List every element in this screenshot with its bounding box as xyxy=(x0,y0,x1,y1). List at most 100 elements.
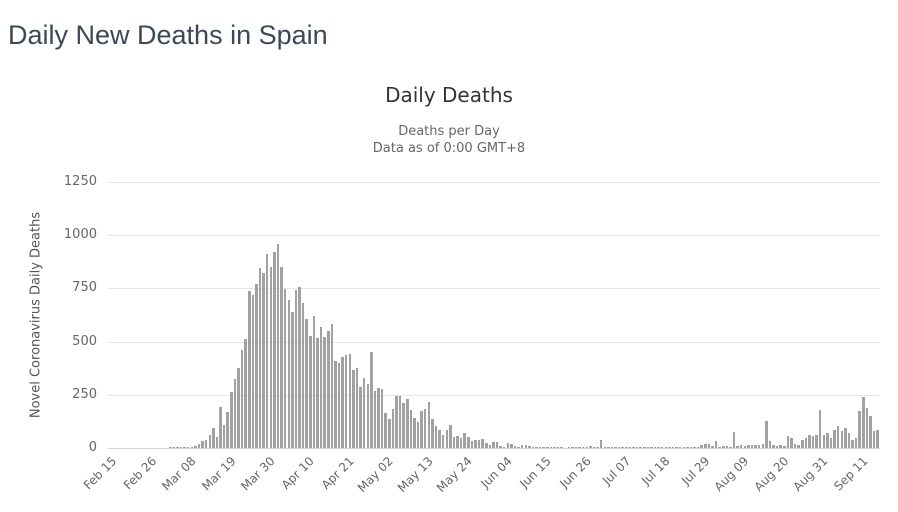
bar-day-204[interactable] xyxy=(840,431,843,448)
bar-day-47[interactable] xyxy=(276,243,280,448)
bar-day-43[interactable] xyxy=(262,273,265,448)
bar-day-188[interactable] xyxy=(783,445,786,448)
bar-day-172[interactable] xyxy=(725,445,729,448)
bar-day-179[interactable] xyxy=(750,444,754,448)
bar-day-150[interactable] xyxy=(646,447,650,448)
bar-day-99[interactable] xyxy=(463,433,466,448)
bar-day-207[interactable] xyxy=(851,439,854,448)
bar-day-36[interactable] xyxy=(237,368,240,448)
bar-day-105[interactable] xyxy=(485,442,488,448)
bar-day-136[interactable] xyxy=(596,447,599,448)
bar-day-59[interactable] xyxy=(319,327,323,448)
bar-day-170[interactable] xyxy=(718,446,721,448)
bar-day-48[interactable] xyxy=(280,267,283,448)
bar-day-140[interactable] xyxy=(610,447,614,448)
bar-day-116[interactable] xyxy=(524,445,528,448)
bar-day-108[interactable] xyxy=(495,442,499,448)
bar-day-214[interactable] xyxy=(876,429,879,448)
bar-day-32[interactable] xyxy=(222,425,226,448)
bar-day-198[interactable] xyxy=(818,409,822,448)
bar-day-79[interactable] xyxy=(391,408,395,448)
bar-day-103[interactable] xyxy=(477,439,481,448)
bar-day-95[interactable] xyxy=(449,424,452,448)
bar-day-109[interactable] xyxy=(499,445,502,448)
bar-day-21[interactable] xyxy=(183,447,186,448)
bar-day-120[interactable] xyxy=(538,447,542,448)
bar-day-143[interactable] xyxy=(621,447,624,448)
bar-day-101[interactable] xyxy=(470,440,474,448)
bar-day-132[interactable] xyxy=(581,447,585,448)
bar-day-192[interactable] xyxy=(797,444,800,448)
bar-day-87[interactable] xyxy=(420,410,423,448)
bar-day-203[interactable] xyxy=(836,426,840,448)
bar-day-115[interactable] xyxy=(520,444,524,448)
bar-day-122[interactable] xyxy=(546,447,549,448)
bar-day-171[interactable] xyxy=(722,446,725,448)
bar-day-181[interactable] xyxy=(757,445,761,448)
bar-day-169[interactable] xyxy=(714,441,718,448)
bar-day-157[interactable] xyxy=(671,447,675,448)
bar-day-62[interactable] xyxy=(330,323,334,448)
bar-day-19[interactable] xyxy=(176,447,179,448)
bar-day-167[interactable] xyxy=(707,443,711,448)
bar-day-195[interactable] xyxy=(808,434,811,448)
bar-day-38[interactable] xyxy=(244,338,247,448)
bar-day-29[interactable] xyxy=(212,428,215,448)
bar-day-80[interactable] xyxy=(395,396,398,448)
bar-day-65[interactable] xyxy=(341,356,344,448)
bar-day-52[interactable] xyxy=(294,289,298,448)
bar-day-102[interactable] xyxy=(474,439,477,448)
bar-day-174[interactable] xyxy=(732,432,736,448)
bar-day-155[interactable] xyxy=(664,447,668,448)
bar-day-18[interactable] xyxy=(172,447,176,448)
bar-day-37[interactable] xyxy=(240,349,244,448)
bar-day-168[interactable] xyxy=(711,446,714,448)
bar-day-128[interactable] xyxy=(567,447,571,448)
bar-day-137[interactable] xyxy=(599,439,603,448)
bar-day-178[interactable] xyxy=(747,445,750,448)
bar-day-126[interactable] xyxy=(560,447,563,448)
bar-day-180[interactable] xyxy=(754,444,757,448)
bar-day-93[interactable] xyxy=(441,435,445,448)
bar-day-98[interactable] xyxy=(459,437,463,448)
bar-day-90[interactable] xyxy=(431,418,434,448)
bar-day-66[interactable] xyxy=(344,355,348,448)
bar-day-184[interactable] xyxy=(768,441,772,448)
bar-day-162[interactable] xyxy=(689,447,693,448)
bar-day-156[interactable] xyxy=(668,447,671,448)
bar-day-60[interactable] xyxy=(323,336,326,448)
bar-day-124[interactable] xyxy=(553,447,556,448)
bar-day-160[interactable] xyxy=(682,447,685,448)
bar-day-173[interactable] xyxy=(729,446,732,448)
bar-day-110[interactable] xyxy=(502,446,506,448)
bar-day-210[interactable] xyxy=(862,397,865,448)
bar-day-158[interactable] xyxy=(675,447,678,448)
bar-day-55[interactable] xyxy=(305,319,308,448)
bar-day-76[interactable] xyxy=(380,389,384,448)
bar-day-42[interactable] xyxy=(258,268,262,448)
bar-day-200[interactable] xyxy=(826,433,829,448)
bar-day-83[interactable] xyxy=(406,399,409,448)
bar-day-22[interactable] xyxy=(186,446,190,448)
bar-day-78[interactable] xyxy=(388,419,391,448)
bar-day-212[interactable] xyxy=(869,416,872,448)
bar-day-70[interactable] xyxy=(359,386,362,448)
bar-day-73[interactable] xyxy=(370,351,373,448)
bar-day-154[interactable] xyxy=(660,447,664,448)
bar-day-45[interactable] xyxy=(269,267,273,448)
bar-day-117[interactable] xyxy=(528,446,531,448)
bar-day-185[interactable] xyxy=(772,444,775,448)
bar-day-182[interactable] xyxy=(761,443,764,448)
bar-day-165[interactable] xyxy=(700,444,703,448)
bar-day-71[interactable] xyxy=(362,377,366,448)
bar-day-68[interactable] xyxy=(352,369,355,448)
bar-day-189[interactable] xyxy=(786,436,790,448)
bar-day-69[interactable] xyxy=(355,367,359,448)
bar-day-183[interactable] xyxy=(765,420,768,448)
bar-day-17[interactable] xyxy=(169,447,172,448)
bar-day-119[interactable] xyxy=(535,447,538,448)
bar-day-199[interactable] xyxy=(822,434,826,448)
bar-day-121[interactable] xyxy=(542,447,545,448)
bar-day-85[interactable] xyxy=(413,417,416,448)
bar-day-107[interactable] xyxy=(492,441,495,448)
